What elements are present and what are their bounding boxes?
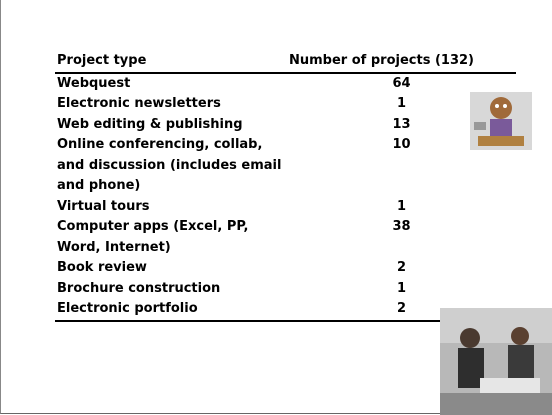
project-type: Computer apps (Excel, PP, Word, Internet… bbox=[57, 219, 249, 255]
table-row: Brochure construction 1 bbox=[55, 279, 516, 300]
project-count: 64 bbox=[392, 75, 411, 91]
header-cell: Number of projects (132) bbox=[289, 53, 474, 68]
table-row: Computer apps (Excel, PP, Word, Internet… bbox=[55, 217, 516, 258]
table-row: Virtual tours 1 bbox=[55, 197, 516, 218]
table-header: Project type Number of projects (132) bbox=[55, 51, 516, 73]
project-count: 2 bbox=[396, 301, 407, 316]
project-count: 1 bbox=[396, 198, 407, 214]
project-type: Electronic newsletters bbox=[57, 96, 221, 111]
project-type: Webquest bbox=[57, 75, 131, 91]
table-row: Book review 2 bbox=[55, 258, 516, 279]
table-row: Electronic portfolio 2 bbox=[55, 299, 516, 321]
cartoon-image bbox=[470, 92, 532, 150]
project-type: Brochure construction bbox=[57, 280, 221, 296]
project-type: Book review bbox=[57, 260, 147, 275]
project-count: 38 bbox=[392, 219, 411, 234]
table-row: Online conferencing, collab, and discuss… bbox=[55, 135, 516, 197]
project-type: Virtual tours bbox=[57, 198, 150, 214]
header-cell: Project type bbox=[57, 53, 147, 68]
project-type: Electronic portfolio bbox=[57, 301, 198, 316]
classroom-photo bbox=[440, 308, 552, 415]
project-count: 1 bbox=[396, 280, 407, 296]
table-row: Electronic newsletters 1 bbox=[55, 94, 516, 115]
project-count: 2 bbox=[396, 260, 407, 275]
project-type: Online conferencing, collab, and discuss… bbox=[57, 137, 282, 193]
header-row: Project type Number of projects (132) bbox=[55, 51, 516, 73]
projects-table: Project type Number of projects (132) We… bbox=[55, 51, 516, 322]
project-count: 10 bbox=[392, 137, 411, 152]
project-count: 13 bbox=[392, 116, 411, 132]
table-body: Webquest 64 Electronic newsletters 1 Web edi… bbox=[55, 73, 516, 321]
project-type: Web editing & publishing bbox=[57, 116, 243, 132]
table-row: Web editing & publishing 13 bbox=[55, 115, 516, 136]
project-count: 1 bbox=[396, 96, 407, 111]
table-row: Webquest 64 bbox=[55, 73, 516, 95]
